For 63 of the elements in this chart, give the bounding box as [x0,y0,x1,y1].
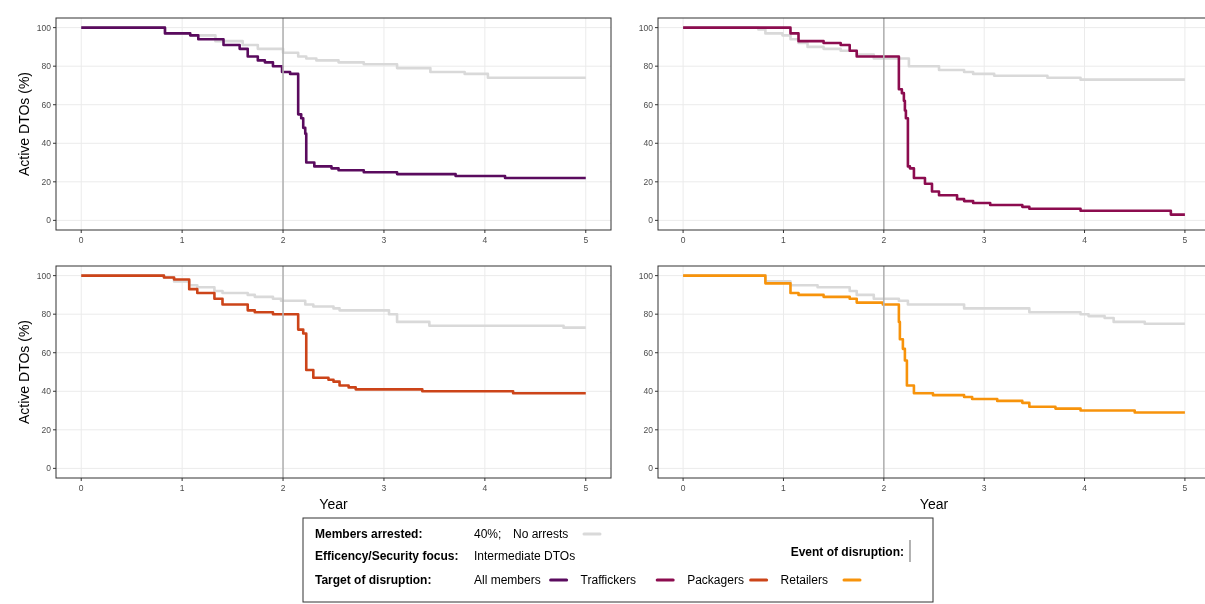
y-tick-label: 80 [41,309,52,320]
x-tick-label: 5 [583,483,589,493]
y-tick-label: 40 [643,386,654,397]
y-tick-label: 40 [41,138,52,149]
legend-label: Event of disruption: [790,545,904,559]
legend-title: Target of disruption: [315,573,432,587]
legend-label: Packagers [687,573,744,587]
x-tick-label: 0 [680,483,686,493]
y-axis-title: Active DTOs (%) [16,320,32,424]
y-tick-label: 100 [638,270,654,281]
x-tick-label: 1 [179,483,185,493]
x-tick-label: 4 [1082,235,1088,245]
y-tick-label: 20 [41,424,52,435]
x-tick-label: 0 [78,483,84,493]
y-tick-label: 20 [41,176,52,187]
x-tick-label: 2 [881,483,887,493]
y-tick-label: 80 [643,61,654,72]
y-tick-label: 100 [36,270,52,281]
y-tick-label: 80 [643,309,654,320]
x-tick-label: 0 [680,235,686,245]
y-tick-label: 20 [643,176,654,187]
legend-label: Traffickers [580,573,636,587]
x-tick-label: 2 [280,483,286,493]
text: Intermediate DTOs [474,549,576,563]
x-tick-label: 3 [981,483,987,493]
text: Efficency/Security focus: [315,549,459,563]
x-tick-label: 4 [482,483,488,493]
y-tick-label: 0 [46,463,52,474]
x-tick-label: 2 [280,235,286,245]
x-axis-title: Year [919,496,949,512]
y-tick-label: 20 [643,424,654,435]
x-tick-label: 0 [78,235,84,245]
y-tick-label: 60 [643,347,654,358]
y-axis-title: Active DTOs (%) [16,72,32,176]
x-tick-label: 1 [781,235,787,245]
x-tick-label: 4 [482,235,488,245]
x-tick-label: 3 [381,235,387,245]
y-tick-label: 60 [41,99,52,110]
x-tick-label: 5 [1182,235,1188,245]
x-axis-title: Year [319,496,348,512]
y-tick-label: 60 [41,347,52,358]
legend-label: Retailers [780,573,828,587]
y-tick-label: 0 [648,463,654,474]
x-tick-label: 3 [381,483,387,493]
legend-label: No arrests [513,527,569,541]
y-tick-label: 60 [643,99,654,110]
x-tick-label: 5 [583,235,589,245]
x-tick-label: 2 [881,235,887,245]
x-tick-label: 4 [1082,483,1088,493]
y-tick-label: 40 [643,138,654,149]
y-tick-label: 0 [648,215,654,226]
legend-label: All members [474,573,541,587]
x-tick-label: 5 [1182,483,1188,493]
x-tick-label: 3 [981,235,987,245]
x-tick-label: 1 [781,483,787,493]
y-tick-label: 100 [36,22,52,33]
text: 40%; [474,527,502,541]
y-tick-label: 100 [638,22,654,33]
text: Members arrested: [315,527,423,541]
y-tick-label: 80 [41,61,52,72]
x-tick-label: 1 [179,235,185,245]
y-tick-label: 40 [41,386,52,397]
y-tick-label: 0 [46,215,52,226]
